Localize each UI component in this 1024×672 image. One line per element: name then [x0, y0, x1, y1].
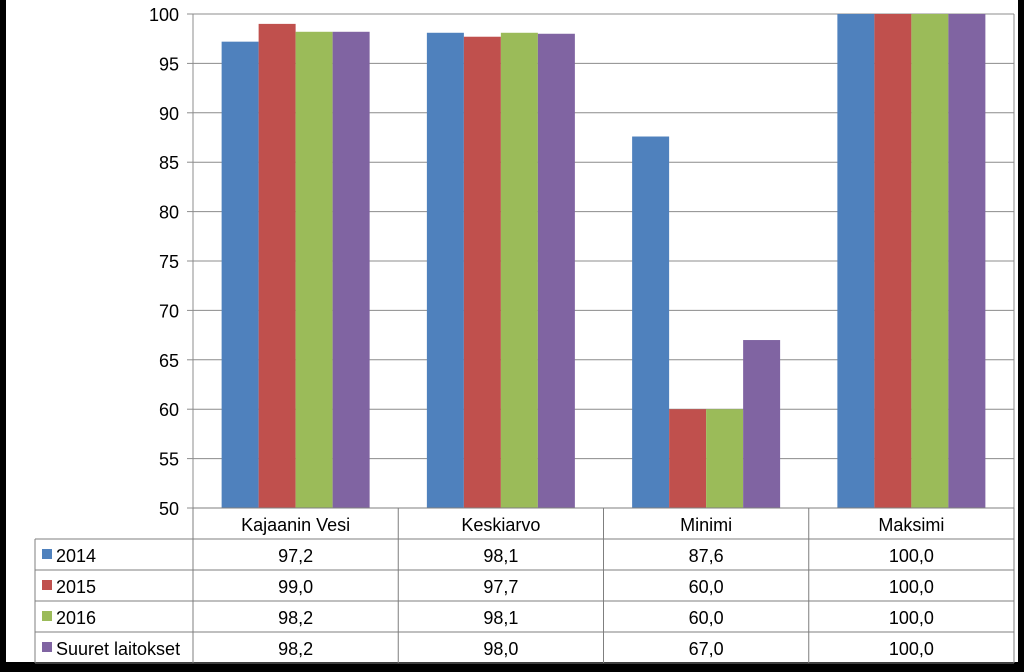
legend-key-2014 [42, 549, 52, 559]
data-label: 87,6 [689, 546, 724, 566]
category-label: Kajaanin Vesi [241, 515, 350, 535]
bar-2016-keskiarvo [500, 32, 538, 508]
y-tick-label: 75 [159, 252, 179, 272]
y-tick-label: 70 [159, 301, 179, 321]
bar-2016-kajaanin-vesi [295, 31, 333, 509]
data-label: 99,0 [278, 577, 313, 597]
bar-2014-maksimi [837, 14, 875, 508]
y-tick-label: 95 [159, 54, 179, 74]
data-label: 98,0 [483, 639, 518, 659]
category-label: Minimi [680, 515, 732, 535]
series-name: 2015 [56, 577, 96, 597]
data-table: Kajaanin Vesi Keskiarvo Minimi Maksimi 2014 9… [34, 507, 1015, 664]
y-tick-label: 90 [159, 104, 179, 124]
category-label: Keskiarvo [461, 515, 540, 535]
bar-2014-minimi [632, 136, 670, 508]
y-tick-label: 100 [149, 5, 179, 25]
bar-suuret-laitokset-keskiarvo [537, 33, 575, 508]
data-label: 98,1 [483, 608, 518, 628]
bar-2015-kajaanin-vesi [258, 23, 296, 508]
series-name: Suuret laitokset [56, 639, 180, 659]
y-tick-label: 80 [159, 203, 179, 223]
data-label: 100,0 [889, 608, 934, 628]
bar-2015-maksimi [874, 14, 912, 508]
bar-2014-kajaanin-vesi [221, 41, 259, 508]
legend-key-2016 [42, 611, 52, 621]
y-tick-label: 55 [159, 450, 179, 470]
data-label: 97,7 [483, 577, 518, 597]
data-label: 100,0 [889, 546, 934, 566]
data-label: 98,2 [278, 608, 313, 628]
data-label: 67,0 [689, 639, 724, 659]
data-label: 100,0 [889, 577, 934, 597]
bar-2016-maksimi [911, 14, 949, 508]
bar-2014-keskiarvo [426, 32, 464, 508]
data-label: 97,2 [278, 546, 313, 566]
y-tick-label: 50 [159, 499, 179, 519]
legend-key-2015 [42, 580, 52, 590]
bar-2015-minimi [669, 409, 707, 508]
y-tick-label: 60 [159, 400, 179, 420]
bar-suuret-laitokset-kajaanin-vesi [332, 31, 370, 509]
bars [221, 14, 986, 509]
data-label: 100,0 [889, 639, 934, 659]
bar-suuret-laitokset-minimi [743, 340, 781, 508]
bar-2016-minimi [706, 409, 744, 508]
y-axis: 50 55 60 65 70 75 80 85 90 95 100 [149, 5, 1015, 519]
legend-key-suuret-laitokset [42, 642, 52, 652]
y-tick-label: 65 [159, 351, 179, 371]
data-label: 60,0 [689, 608, 724, 628]
bar-2015-keskiarvo [463, 36, 501, 508]
series-name: 2016 [56, 608, 96, 628]
category-label: Maksimi [878, 515, 944, 535]
series-name: 2014 [56, 546, 96, 566]
data-label: 98,1 [483, 546, 518, 566]
data-label: 60,0 [689, 577, 724, 597]
data-label: 98,2 [278, 639, 313, 659]
y-tick-label: 85 [159, 153, 179, 173]
bar-suuret-laitokset-maksimi [948, 14, 986, 508]
